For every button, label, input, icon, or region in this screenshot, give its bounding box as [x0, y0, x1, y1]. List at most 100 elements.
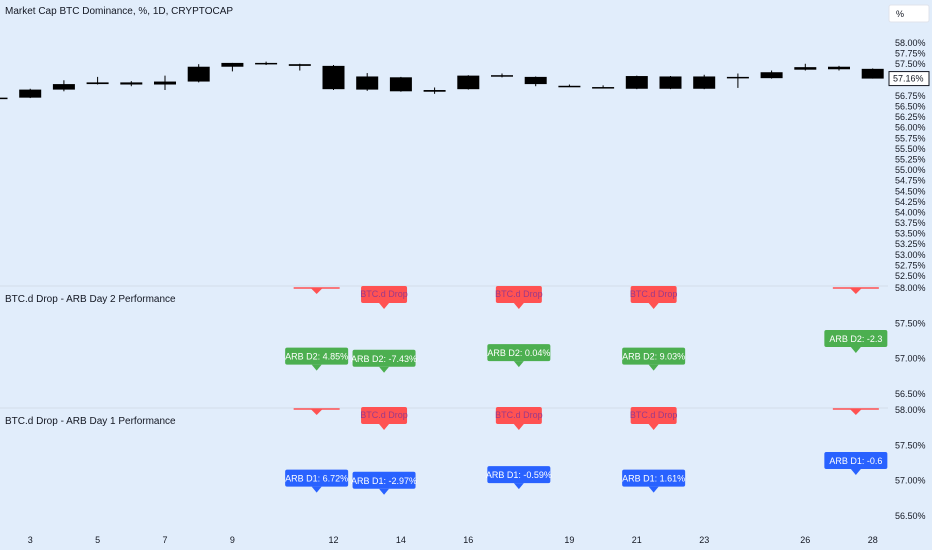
arb-d1-label-text: ARB D1: -2.97%	[351, 476, 417, 486]
arb-d2-label-text: ARB D2: 9.03%	[622, 352, 685, 362]
arb-d2-label-pointer	[850, 347, 861, 353]
time-tick-label: 14	[396, 535, 406, 545]
last-price-box	[888, 71, 930, 87]
btc-drop-marker	[361, 407, 408, 424]
arb-d2-label-box	[487, 344, 551, 362]
symbol-title: Market Cap BTC Dominance, %, 1D, CRYPTOC…	[5, 6, 233, 17]
price-axis[interactable]: 58.00%57.75%57.50%57.25%56.75%56.50%56.2…	[888, 38, 930, 521]
pane3-tick-label: 57.50%	[895, 440, 926, 450]
pane2-tick-label: 58.00%	[895, 283, 926, 293]
price-tick-label: 53.25%	[895, 239, 926, 249]
btc-drop-text: BTC.d Drop	[360, 410, 408, 420]
arb-d2-label-text: ARB D2: 0.04%	[487, 348, 550, 358]
price-tick-label: 57.75%	[895, 49, 926, 59]
candle-body	[19, 89, 42, 98]
time-tick-label: 21	[632, 535, 642, 545]
btc-drop-marker	[361, 286, 408, 303]
price-tick-label: 57.50%	[895, 59, 926, 69]
arb-d2-label-box	[622, 347, 686, 365]
arb-d2-label-box	[352, 349, 416, 367]
time-tick-label: 28	[868, 535, 878, 545]
arb-d1-label-text: ARB D1: -0.59%	[486, 470, 552, 480]
btc-drop-pointer	[379, 424, 390, 430]
pane3-tick-label: 58.00%	[895, 405, 926, 415]
candle-body	[491, 75, 513, 77]
btc-drop-pointer	[310, 409, 323, 415]
btc-drop-pointer	[849, 288, 862, 294]
arb-d2-label-box	[824, 330, 888, 347]
btc-drop-marker	[495, 407, 542, 424]
price-tick-label: 54.00%	[895, 207, 926, 217]
unit-label: %	[896, 9, 904, 19]
candle-body	[389, 77, 412, 92]
price-tick-label: 53.75%	[895, 218, 926, 228]
arb-d1-label-pointer	[648, 486, 659, 493]
price-tick-label: 54.25%	[895, 197, 926, 207]
candle-body	[423, 90, 446, 92]
arb-d2-label-text: ARB D2: -2.3	[829, 334, 882, 344]
price-tick-label: 56.00%	[895, 123, 926, 133]
candle-body	[760, 72, 783, 79]
btc-drop-marker	[495, 286, 542, 303]
btc-drop-pointer	[513, 424, 524, 430]
arb-d1-label-box	[352, 471, 416, 489]
btc-drop-pointer	[513, 303, 524, 309]
pane2-tick-label: 56.50%	[895, 389, 926, 399]
candle-body	[322, 65, 345, 90]
candle-body	[592, 87, 615, 89]
candle-body	[726, 76, 749, 79]
arb-d1-label-box	[824, 452, 888, 469]
price-tick-label: 52.50%	[895, 271, 926, 281]
time-tick-label: 5	[95, 535, 100, 545]
time-tick-label: 16	[463, 535, 473, 545]
time-tick-label: 7	[162, 535, 167, 545]
arb-d1-label-pointer	[311, 486, 322, 493]
price-tick-label: 55.75%	[895, 133, 926, 143]
time-tick-label: 26	[800, 535, 810, 545]
price-tick-label: 54.50%	[895, 186, 926, 196]
candle-body	[0, 97, 8, 100]
btc-drop-pointer	[648, 303, 659, 309]
candles-layer	[0, 61, 884, 100]
time-tick-label: 23	[699, 535, 709, 545]
pane2-title: BTC.d Drop - ARB Day 2 Performance	[5, 294, 176, 305]
btc-drop-pointer	[648, 424, 659, 430]
price-tick-label: 56.75%	[895, 91, 926, 101]
arb-d2-label-pointer	[379, 366, 390, 373]
candle-body	[120, 82, 143, 85]
candle-body	[794, 67, 817, 70]
arb-d1-label-pointer	[850, 469, 861, 475]
candle-body	[625, 76, 648, 89]
pane3-title: BTC.d Drop - ARB Day 1 Performance	[5, 416, 176, 427]
price-tick-label: 55.00%	[895, 165, 926, 175]
btc-drop-marker	[630, 286, 677, 303]
price-tick-label: 56.25%	[895, 112, 926, 122]
candle-body	[154, 81, 176, 85]
price-tick-label: 55.25%	[895, 155, 926, 165]
btc-drop-text: BTC.d Drop	[495, 289, 543, 299]
arb-d1-label-pointer	[513, 483, 524, 490]
arb-d2-label-pointer	[513, 361, 524, 368]
btc-drop-pointer	[379, 303, 390, 309]
candle-body	[861, 68, 884, 79]
candle-body	[187, 66, 210, 82]
candle-body	[558, 85, 581, 88]
unit-selector[interactable]: %	[888, 4, 930, 23]
last-price-label: 57.16%	[893, 74, 924, 84]
arb-d1-label-pointer	[379, 488, 390, 495]
btc-drop-marker	[630, 407, 677, 424]
arb-d2-label-text: ARB D2: -7.43%	[351, 354, 417, 364]
candle-body	[524, 76, 547, 85]
time-tick-label: 9	[230, 535, 235, 545]
time-axis[interactable]: 3 5 7 9 12 14 16 19 21 23 26 28	[28, 535, 878, 545]
candle-body	[659, 76, 682, 89]
arb-d2-label-box	[285, 347, 349, 365]
arb-d1-label-text: ARB D1: -0.6	[829, 456, 882, 466]
time-tick-label: 19	[564, 535, 574, 545]
btc-drop-text: BTC.d Drop	[630, 410, 678, 420]
candle-body	[356, 76, 379, 90]
price-tick-label: 53.50%	[895, 229, 926, 239]
candle-body	[255, 62, 278, 65]
